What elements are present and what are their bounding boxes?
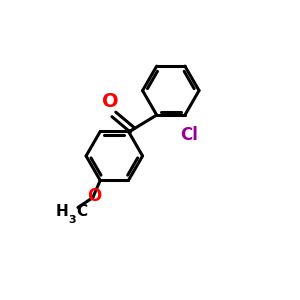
Text: Cl: Cl <box>180 126 198 144</box>
Text: 3: 3 <box>69 215 76 225</box>
Text: O: O <box>102 92 119 111</box>
Text: O: O <box>87 188 102 206</box>
Text: H: H <box>56 203 68 218</box>
Text: C: C <box>77 203 88 218</box>
